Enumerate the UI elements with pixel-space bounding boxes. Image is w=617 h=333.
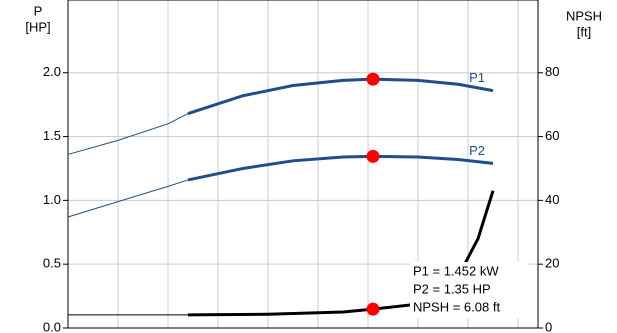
series-label: P1 xyxy=(469,70,485,85)
curve-duty xyxy=(187,190,495,317)
annotation: NPSH = 6.08 ft xyxy=(413,299,500,314)
y2-tick-label: 20 xyxy=(545,256,559,271)
plot-frame xyxy=(67,0,539,329)
y-tick-label: 1.0 xyxy=(43,192,61,207)
annotation-box xyxy=(410,262,528,318)
annotation: P2 = 1.35 HP xyxy=(413,281,491,296)
duty-point xyxy=(366,302,380,316)
curve xyxy=(67,179,189,218)
y2-tick-label: 0 xyxy=(545,319,552,333)
y-tick-label: 0.5 xyxy=(43,256,61,271)
y2-label: NPSH xyxy=(566,8,602,23)
series-label: P2 xyxy=(469,143,485,158)
duty-point xyxy=(366,149,380,163)
curve xyxy=(67,113,189,155)
annotation: P1 = 1.452 kW xyxy=(413,263,499,278)
y-tick-label: 2.0 xyxy=(43,64,61,79)
y2-tick-label: 60 xyxy=(545,128,559,143)
duty-point xyxy=(366,72,380,86)
curve-duty xyxy=(187,154,494,182)
y-tick-label: 1.5 xyxy=(43,128,61,143)
y-tick-label: 0.0 xyxy=(43,319,61,333)
y-label: P xyxy=(34,3,43,18)
y2-tick-label: 40 xyxy=(545,192,559,207)
y2-label: [ft] xyxy=(577,24,591,39)
curve-duty xyxy=(187,77,494,116)
y2-tick-label: 80 xyxy=(545,64,559,79)
y-label: [HP] xyxy=(25,19,50,34)
